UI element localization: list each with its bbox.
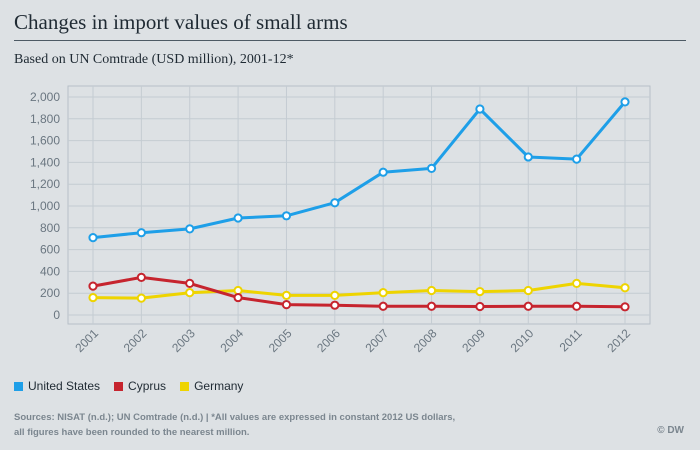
x-tick-label: 2002 [121, 326, 150, 355]
data-point-cyprus [185, 278, 195, 288]
x-tick-label: 2003 [169, 326, 198, 355]
data-point-cyprus [378, 301, 388, 311]
chart-title: Changes in import values of small arms [14, 10, 348, 34]
x-axis-ticks: 2001 2002 2003 2004 2005 2006 2007 2008 2009 2010… [72, 326, 633, 355]
chart-subtitle: Based on UN Comtrade (USD million), 2001… [14, 52, 294, 67]
data-point-united-states [475, 104, 485, 114]
data-point-germany [475, 286, 485, 297]
data-point-united-states [330, 198, 340, 208]
data-point-germany [88, 292, 98, 303]
series-lines [92, 100, 627, 309]
x-tick-label: 2009 [459, 326, 488, 355]
y-tick-label: 1,800 [30, 112, 60, 126]
y-tick-label: 200 [40, 286, 60, 300]
legend-item-cyprus: Cyprus [114, 379, 166, 393]
data-point-united-states [88, 233, 98, 243]
series-line-united-states [92, 100, 627, 240]
sources-note: Sources: NISAT (n.d.); UN Comtrade (n.d.… [14, 410, 554, 440]
legend-item-germany: Germany [180, 379, 243, 393]
data-point-cyprus [620, 302, 630, 312]
x-tick-label: 2005 [266, 326, 295, 355]
y-tick-label: 1,600 [30, 134, 60, 148]
y-tick-label: 800 [40, 221, 60, 235]
data-point-cyprus [88, 281, 98, 291]
x-tick-label: 2006 [314, 326, 343, 355]
legend-swatch-united-states [14, 381, 23, 391]
data-point-cyprus [475, 301, 485, 312]
x-tick-label: 2001 [72, 326, 101, 355]
y-tick-label: 1,000 [30, 199, 60, 213]
data-point-germany [378, 288, 388, 298]
data-point-united-states [426, 163, 437, 173]
y-tick-label: 600 [40, 243, 60, 257]
data-point-cyprus [136, 272, 146, 282]
data-point-united-states [281, 211, 292, 221]
plot-area [67, 85, 651, 325]
x-tick-label: 2011 [557, 326, 585, 354]
legend-label-united-states: United States [28, 379, 101, 393]
x-tick-label: 2012 [604, 326, 633, 355]
sources-line-2: all figures have been rounded to the nea… [14, 427, 250, 438]
legend-swatch-germany [180, 381, 190, 391]
series-points [88, 97, 630, 312]
x-tick-label: 2007 [363, 326, 392, 355]
y-tick-label: 1,400 [30, 155, 60, 169]
data-point-germany [136, 293, 146, 303]
y-axis-ticks: 0 200 400 600 800 1,000 1,200 1,400 1,600 1,800 2,… [30, 90, 60, 322]
legend-label-germany: Germany [194, 379, 244, 393]
data-point-cyprus [426, 301, 437, 311]
data-point-cyprus [330, 300, 340, 310]
x-tick-label: 2004 [217, 326, 246, 355]
data-point-united-states [185, 224, 195, 234]
data-point-united-states [233, 213, 243, 223]
title-divider [14, 40, 686, 41]
data-point-germany [523, 285, 533, 296]
data-point-united-states [523, 152, 533, 162]
y-tick-label: 400 [40, 264, 60, 278]
sources-line-1: Sources: NISAT (n.d.); UN Comtrade (n.d.… [14, 412, 456, 423]
data-point-germany [281, 290, 292, 300]
data-point-germany [185, 288, 195, 298]
data-point-united-states [136, 228, 146, 238]
data-point-cyprus [572, 301, 582, 311]
data-point-germany [572, 278, 582, 288]
data-point-germany [620, 283, 630, 293]
y-tick-label: 2,000 [30, 90, 60, 104]
y-tick-label: 1,200 [30, 177, 60, 191]
legend-swatch-cyprus [114, 381, 124, 391]
data-point-cyprus [233, 292, 243, 303]
x-tick-label: 2010 [508, 326, 537, 355]
data-point-germany [426, 285, 437, 296]
data-point-cyprus [523, 301, 533, 311]
data-point-germany [330, 290, 340, 300]
data-point-united-states [572, 154, 582, 164]
legend: United States Cyprus Germany [14, 378, 257, 394]
dw-brand: © DW [657, 425, 684, 436]
x-tick-label: 2008 [411, 326, 440, 355]
legend-item-united-states: United States [14, 379, 100, 393]
series-line-germany [92, 281, 626, 300]
gridlines [68, 86, 650, 324]
plot-frame [67, 85, 651, 325]
legend-label-cyprus: Cyprus [128, 379, 167, 393]
series-line-cyprus [92, 275, 626, 309]
y-tick-label: 0 [53, 308, 60, 322]
data-point-united-states [378, 167, 388, 177]
data-point-cyprus [281, 300, 292, 310]
data-point-united-states [620, 97, 630, 107]
